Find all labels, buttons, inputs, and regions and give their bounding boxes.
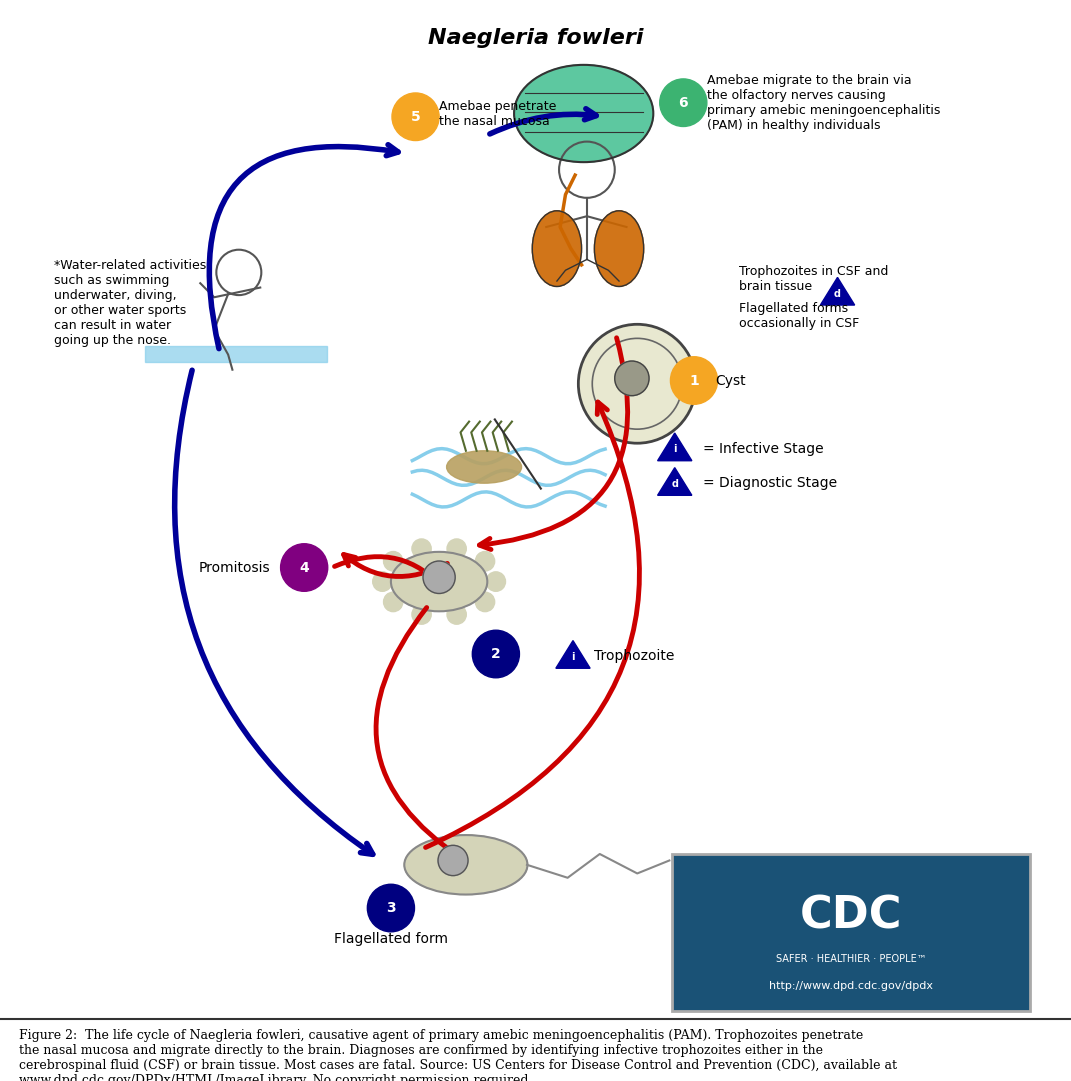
Polygon shape <box>658 433 692 461</box>
Text: d: d <box>672 479 678 489</box>
Text: i: i <box>571 652 575 662</box>
Circle shape <box>412 539 432 559</box>
Text: 2: 2 <box>491 648 501 660</box>
Ellipse shape <box>594 211 644 286</box>
Text: 6: 6 <box>679 96 688 109</box>
Circle shape <box>373 572 392 591</box>
Text: 4: 4 <box>299 561 310 574</box>
Text: Naegleria fowleri: Naegleria fowleri <box>427 28 644 48</box>
Text: Figure 2:  The life cycle of Naegleria fowleri, causative agent of primary amebi: Figure 2: The life cycle of Naegleria fo… <box>19 1029 897 1081</box>
Text: Trophozoite: Trophozoite <box>594 650 675 663</box>
Circle shape <box>392 93 439 141</box>
Text: Amebae migrate to the brain via
the olfactory nerves causing
primary amebic meni: Amebae migrate to the brain via the olfa… <box>707 74 940 132</box>
Ellipse shape <box>405 835 527 894</box>
Text: 1: 1 <box>689 374 699 387</box>
Circle shape <box>472 630 519 678</box>
Circle shape <box>412 604 432 624</box>
FancyBboxPatch shape <box>672 854 1030 1011</box>
Polygon shape <box>820 278 855 305</box>
Text: http://www.dpd.cdc.gov/dpdx: http://www.dpd.cdc.gov/dpdx <box>769 980 934 991</box>
Circle shape <box>615 361 649 396</box>
Text: d: d <box>834 289 841 298</box>
Text: = Infective Stage: = Infective Stage <box>703 442 824 455</box>
Text: *Water-related activities
such as swimming
underwater, diving,
or other water sp: *Water-related activities such as swimmi… <box>54 258 206 347</box>
Circle shape <box>486 572 506 591</box>
Ellipse shape <box>447 451 522 483</box>
Ellipse shape <box>391 551 487 612</box>
Text: = Diagnostic Stage: = Diagnostic Stage <box>703 477 836 490</box>
Text: 3: 3 <box>387 902 395 915</box>
Circle shape <box>660 79 707 126</box>
Circle shape <box>578 324 696 443</box>
Text: Flagellated forms
occasionally in CSF: Flagellated forms occasionally in CSF <box>739 302 859 330</box>
Circle shape <box>367 884 414 932</box>
Circle shape <box>383 551 403 571</box>
Text: i: i <box>673 444 677 454</box>
Circle shape <box>447 604 466 624</box>
Text: Cyst: Cyst <box>715 374 746 387</box>
Text: CDC: CDC <box>800 894 903 937</box>
Text: Flagellated form: Flagellated form <box>334 932 448 946</box>
Ellipse shape <box>532 211 582 286</box>
Polygon shape <box>658 468 692 495</box>
Text: 5: 5 <box>410 110 421 123</box>
Circle shape <box>670 357 718 404</box>
Circle shape <box>423 561 455 593</box>
Ellipse shape <box>514 65 653 162</box>
Polygon shape <box>145 346 327 362</box>
Circle shape <box>383 592 403 612</box>
Circle shape <box>281 544 328 591</box>
Circle shape <box>476 592 495 612</box>
Text: Amebae penetrate
the nasal mucosa: Amebae penetrate the nasal mucosa <box>439 99 557 128</box>
Circle shape <box>447 539 466 559</box>
Text: Promitosis: Promitosis <box>198 561 270 574</box>
Circle shape <box>476 551 495 571</box>
Circle shape <box>438 845 468 876</box>
Text: SAFER · HEALTHIER · PEOPLE™: SAFER · HEALTHIER · PEOPLE™ <box>776 953 926 964</box>
Text: Trophozoites in CSF and
brain tissue: Trophozoites in CSF and brain tissue <box>739 265 888 293</box>
Polygon shape <box>556 641 590 668</box>
